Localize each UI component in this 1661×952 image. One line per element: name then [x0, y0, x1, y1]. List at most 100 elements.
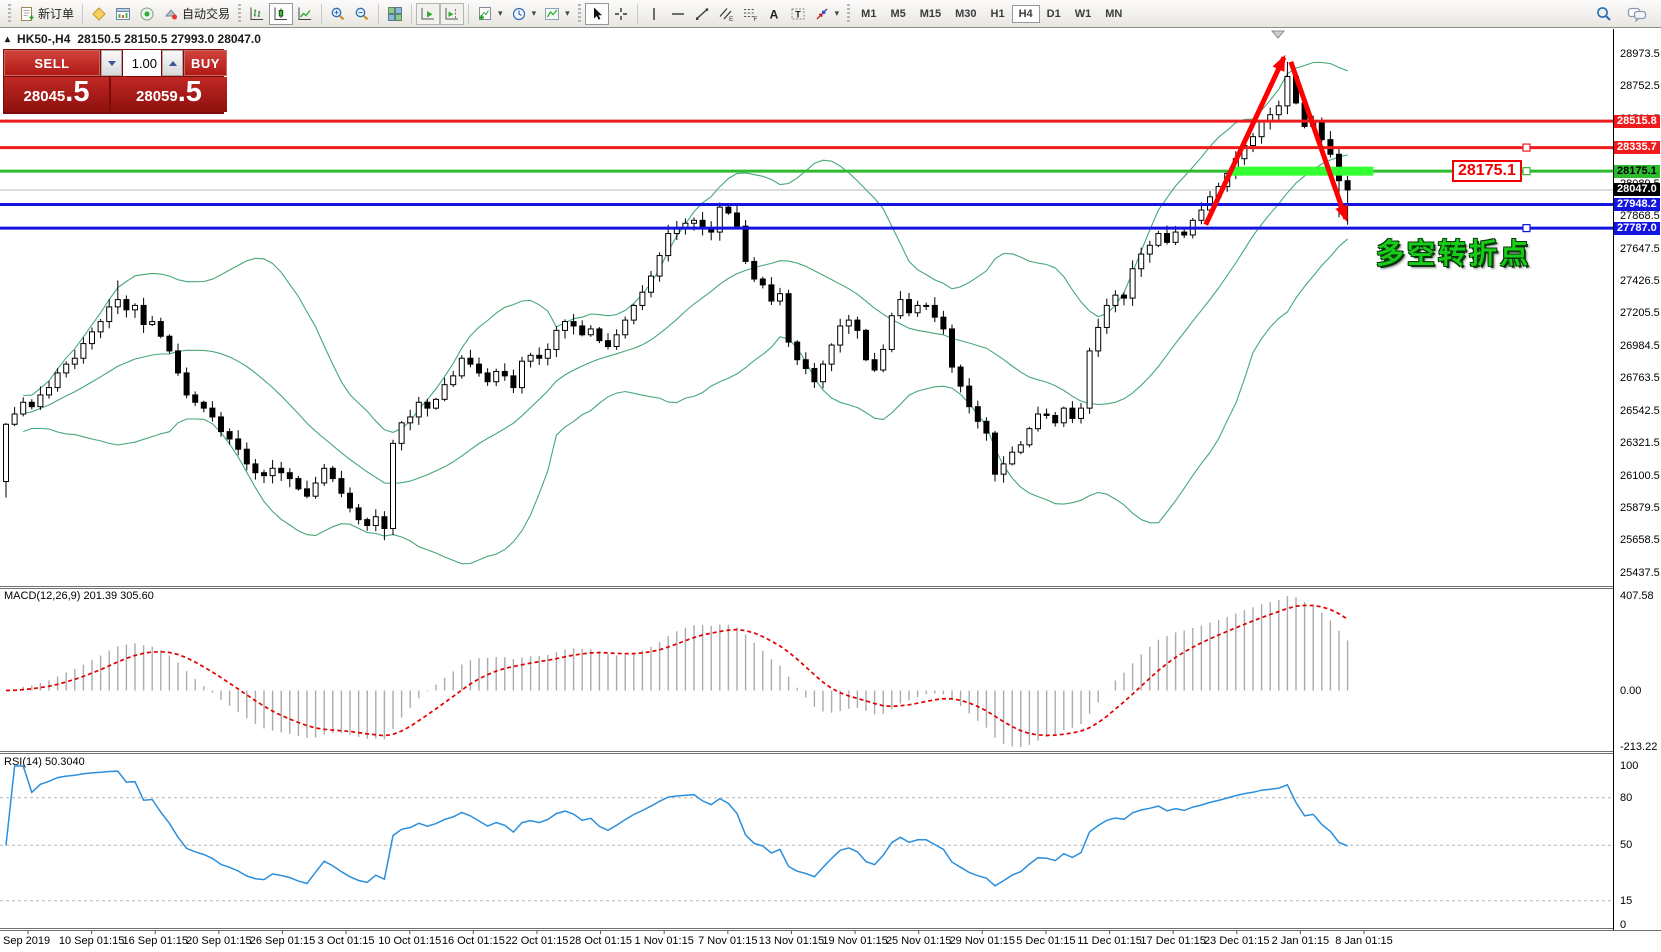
- candlestick-chart-button[interactable]: [269, 2, 294, 25]
- symbol-period-label: HK50-,H4: [17, 32, 71, 46]
- date-label: 3 Oct 01:15: [317, 935, 375, 947]
- price-callout-label[interactable]: 28175.1: [1452, 160, 1522, 182]
- market-watch-icon: [116, 7, 131, 20]
- auto-scroll-icon: [421, 7, 435, 19]
- date-label: 22 Oct 01:15: [505, 935, 569, 947]
- rsi-indicator-label: RSI(14) 50.3040: [4, 756, 85, 768]
- collapse-panel-icon[interactable]: ▴: [5, 33, 11, 45]
- price-tick-label: 25879.5: [1620, 501, 1660, 514]
- chart-ohlc-line: ▴ HK50-,H4 28150.5 28150.5 27993.0 28047…: [5, 32, 261, 46]
- tab-M15[interactable]: M15: [913, 5, 948, 23]
- crosshair-icon: [614, 7, 627, 20]
- text-label-button[interactable]: T: [786, 3, 810, 25]
- auto-scroll-button[interactable]: [416, 2, 441, 25]
- one-click-trading-panel: SELL BUY 28045 .5 28059 .5: [3, 49, 227, 114]
- buy-button[interactable]: BUY: [184, 50, 227, 76]
- macd-indicator-label: MACD(12,26,9) 201.39 305.60: [4, 590, 154, 602]
- toolbar: 新订单 自动交易: [0, 0, 1661, 28]
- tab-M30[interactable]: M30: [948, 5, 983, 23]
- bar-chart-icon: [250, 7, 264, 20]
- tab-MN[interactable]: MN: [1098, 5, 1129, 23]
- rsi-tick-label: 15: [1620, 894, 1633, 907]
- date-label: 29 Nov 01:15: [949, 935, 1015, 947]
- tile-windows-button[interactable]: [383, 3, 407, 25]
- new-order-button[interactable]: 新订单: [15, 3, 78, 25]
- tab-D1[interactable]: D1: [1040, 5, 1068, 23]
- svg-text:E: E: [729, 16, 734, 22]
- date-label: 25 Nov 01:15: [885, 935, 952, 947]
- tab-M5[interactable]: M5: [883, 5, 912, 23]
- navigator-button[interactable]: [135, 3, 159, 25]
- zoom-out-button[interactable]: [350, 3, 374, 25]
- chart-shift-icon: [445, 7, 459, 19]
- market-watch-button[interactable]: [111, 3, 135, 25]
- indicators-button[interactable]: [540, 3, 574, 25]
- volume-decrease-button[interactable]: [101, 50, 122, 76]
- autotrading-label: 自动交易: [182, 7, 231, 21]
- fibonacci-button[interactable]: F: [738, 3, 762, 25]
- price-axis[interactable]: [1614, 29, 1661, 930]
- turning-point-annotation[interactable]: 多空转折点: [1376, 238, 1532, 269]
- date-label: 16 Sep 01:15: [122, 935, 188, 947]
- spinner-up-icon: [168, 57, 177, 66]
- chart-shift-button[interactable]: [440, 2, 465, 25]
- toolbar-separator: [82, 3, 84, 24]
- price-tick-label: 28752.5: [1620, 80, 1660, 93]
- vertical-line-button[interactable]: [642, 3, 666, 25]
- cursor-button[interactable]: [584, 2, 609, 25]
- sell-button[interactable]: SELL: [4, 50, 100, 76]
- date-label: 28 Oct 01:15: [569, 935, 633, 947]
- date-label: 20 Sep 01:15: [186, 935, 252, 947]
- new-order-icon: [21, 6, 34, 21]
- tab-M1[interactable]: M1: [854, 5, 883, 23]
- tab-H1[interactable]: H1: [984, 5, 1012, 23]
- spinner-down-icon: [107, 60, 116, 70]
- toolbar-grip[interactable]: [847, 3, 851, 24]
- bar-chart-button[interactable]: [245, 3, 269, 25]
- toolbar-grip[interactable]: [8, 3, 11, 24]
- line-chart-button[interactable]: [293, 3, 317, 25]
- date-label: 8 Jan 01:15: [1335, 935, 1393, 947]
- period-button[interactable]: [507, 3, 541, 25]
- volume-increase-button[interactable]: [162, 50, 183, 76]
- toolbar-separator: [636, 3, 638, 24]
- tab-H4[interactable]: H4: [1011, 5, 1040, 23]
- buy-price-display[interactable]: 28059 .5: [111, 77, 227, 112]
- profiles-button[interactable]: [87, 3, 111, 25]
- autotrading-button[interactable]: 自动交易: [159, 3, 234, 25]
- trendline-icon: [695, 7, 708, 20]
- equidistant-channel-button[interactable]: E: [714, 3, 738, 25]
- new-chart-button[interactable]: [473, 3, 507, 25]
- zoom-in-icon: [331, 7, 345, 20]
- price-tick-label: 26542.5: [1620, 404, 1660, 417]
- date-label: 13 Nov 01:15: [758, 935, 825, 947]
- zoom-in-button[interactable]: [326, 3, 350, 25]
- date-label: 23 Dec 01:15: [1204, 935, 1270, 947]
- cursor-icon: [593, 7, 602, 20]
- level-price-label: 27948.2: [1614, 197, 1660, 211]
- chat-bubbles-icon: [1627, 7, 1647, 22]
- rsi-tick-label: 0: [1620, 918, 1627, 931]
- sell-price-display[interactable]: 28045 .5: [4, 77, 109, 112]
- tile-windows-icon: [388, 6, 403, 21]
- community-chat-button[interactable]: [1623, 3, 1651, 25]
- trendline-button[interactable]: [690, 3, 714, 25]
- search-button[interactable]: [1591, 3, 1617, 25]
- volume-input[interactable]: [123, 50, 161, 76]
- toolbar-grip[interactable]: [238, 3, 242, 24]
- text-label-icon: T: [791, 8, 805, 19]
- arrows-button[interactable]: [810, 3, 844, 25]
- text-button[interactable]: A: [762, 3, 786, 25]
- crosshair-button[interactable]: [609, 3, 633, 25]
- new-chart-icon: [479, 6, 492, 20]
- level-price-label: 28335.7: [1614, 141, 1660, 155]
- toolbar-grip[interactable]: [577, 3, 581, 24]
- horizontal-line-button[interactable]: [666, 3, 690, 25]
- date-label: 16 Oct 01:15: [441, 935, 505, 947]
- price-tick-label: 28973.5: [1620, 48, 1660, 60]
- buy-price-fraction: .5: [177, 76, 202, 108]
- date-label: 17 Dec 01:15: [1140, 935, 1206, 947]
- tab-W1[interactable]: W1: [1068, 5, 1099, 23]
